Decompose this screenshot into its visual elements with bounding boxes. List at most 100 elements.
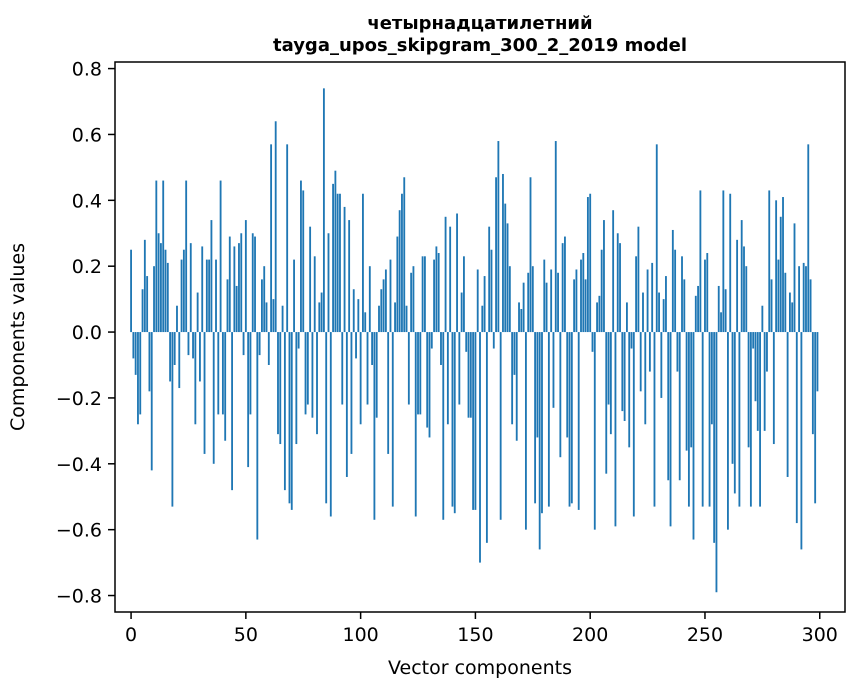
bar [375,332,378,418]
y-tick-label: 0.6 [72,124,102,146]
y-tick-label: −0.8 [56,586,102,608]
bar [607,332,610,405]
bar [564,236,566,333]
bar [283,332,286,491]
bar [180,259,183,333]
bar [446,332,449,425]
bar [332,183,334,333]
bar [731,332,734,464]
bar [189,243,192,333]
bar [609,332,612,435]
bar [490,249,493,333]
bar [423,256,426,333]
bar [313,256,316,333]
bar [442,332,445,520]
bar [612,210,615,333]
bar [221,332,224,415]
bar [176,305,178,333]
bar [178,332,181,389]
bar [816,332,819,392]
bar [249,332,252,415]
bar [414,332,417,517]
bar [143,239,146,333]
bar [472,332,475,510]
bar [660,332,663,398]
bar [460,292,463,333]
bar [508,266,511,333]
bar [499,332,502,520]
bar [137,332,139,425]
bar [224,332,227,441]
bar [343,206,346,333]
bar [676,332,679,372]
bar [483,276,486,333]
bar [219,180,222,333]
bar [761,305,764,333]
bar [261,279,263,333]
bar [768,190,771,333]
bar [162,180,165,333]
bar [543,259,546,333]
bar [485,332,488,543]
bar [362,193,364,333]
bar [740,220,743,333]
bar [580,259,582,333]
bar [171,332,174,507]
bar [433,259,436,333]
bar [378,305,380,333]
bar [800,332,803,550]
bar [736,239,739,333]
bar [603,220,605,333]
bar [403,177,406,333]
bar [421,256,424,333]
bar [788,292,791,333]
x-tick-label: 100 [342,624,378,646]
bar [791,302,794,333]
bar [300,180,302,333]
bar [453,332,456,514]
bar [782,197,784,333]
bar [412,266,415,333]
bar [584,279,587,333]
bar [130,249,132,333]
bar [628,332,631,448]
bar [481,305,484,333]
bar [396,236,399,333]
bar [380,289,383,333]
bar [368,266,371,333]
bar [541,332,543,514]
bar [671,229,674,333]
bar [387,332,390,454]
bar [779,216,782,333]
bar [141,289,144,333]
bar [639,332,642,392]
bar [430,332,433,349]
bar [251,233,254,333]
plot-frame [114,61,846,613]
bar [467,332,470,418]
bar [407,332,410,405]
bar [435,246,438,333]
bar [391,332,394,507]
bar [318,302,321,333]
bar [814,332,817,504]
bar [793,223,796,333]
y-axis-label: Components values [7,243,29,431]
bar [559,332,562,458]
bar [281,305,284,333]
bar [630,332,633,349]
bar [187,332,190,356]
bar [159,243,162,333]
bar [258,332,261,356]
bar [529,177,532,333]
bar [444,216,447,333]
bar [708,332,711,507]
bar [169,332,172,382]
bar [568,332,571,507]
bar [729,193,732,333]
bar [373,332,376,520]
bar [710,332,713,425]
bar [201,246,204,333]
y-tick-label: −0.2 [56,388,102,410]
